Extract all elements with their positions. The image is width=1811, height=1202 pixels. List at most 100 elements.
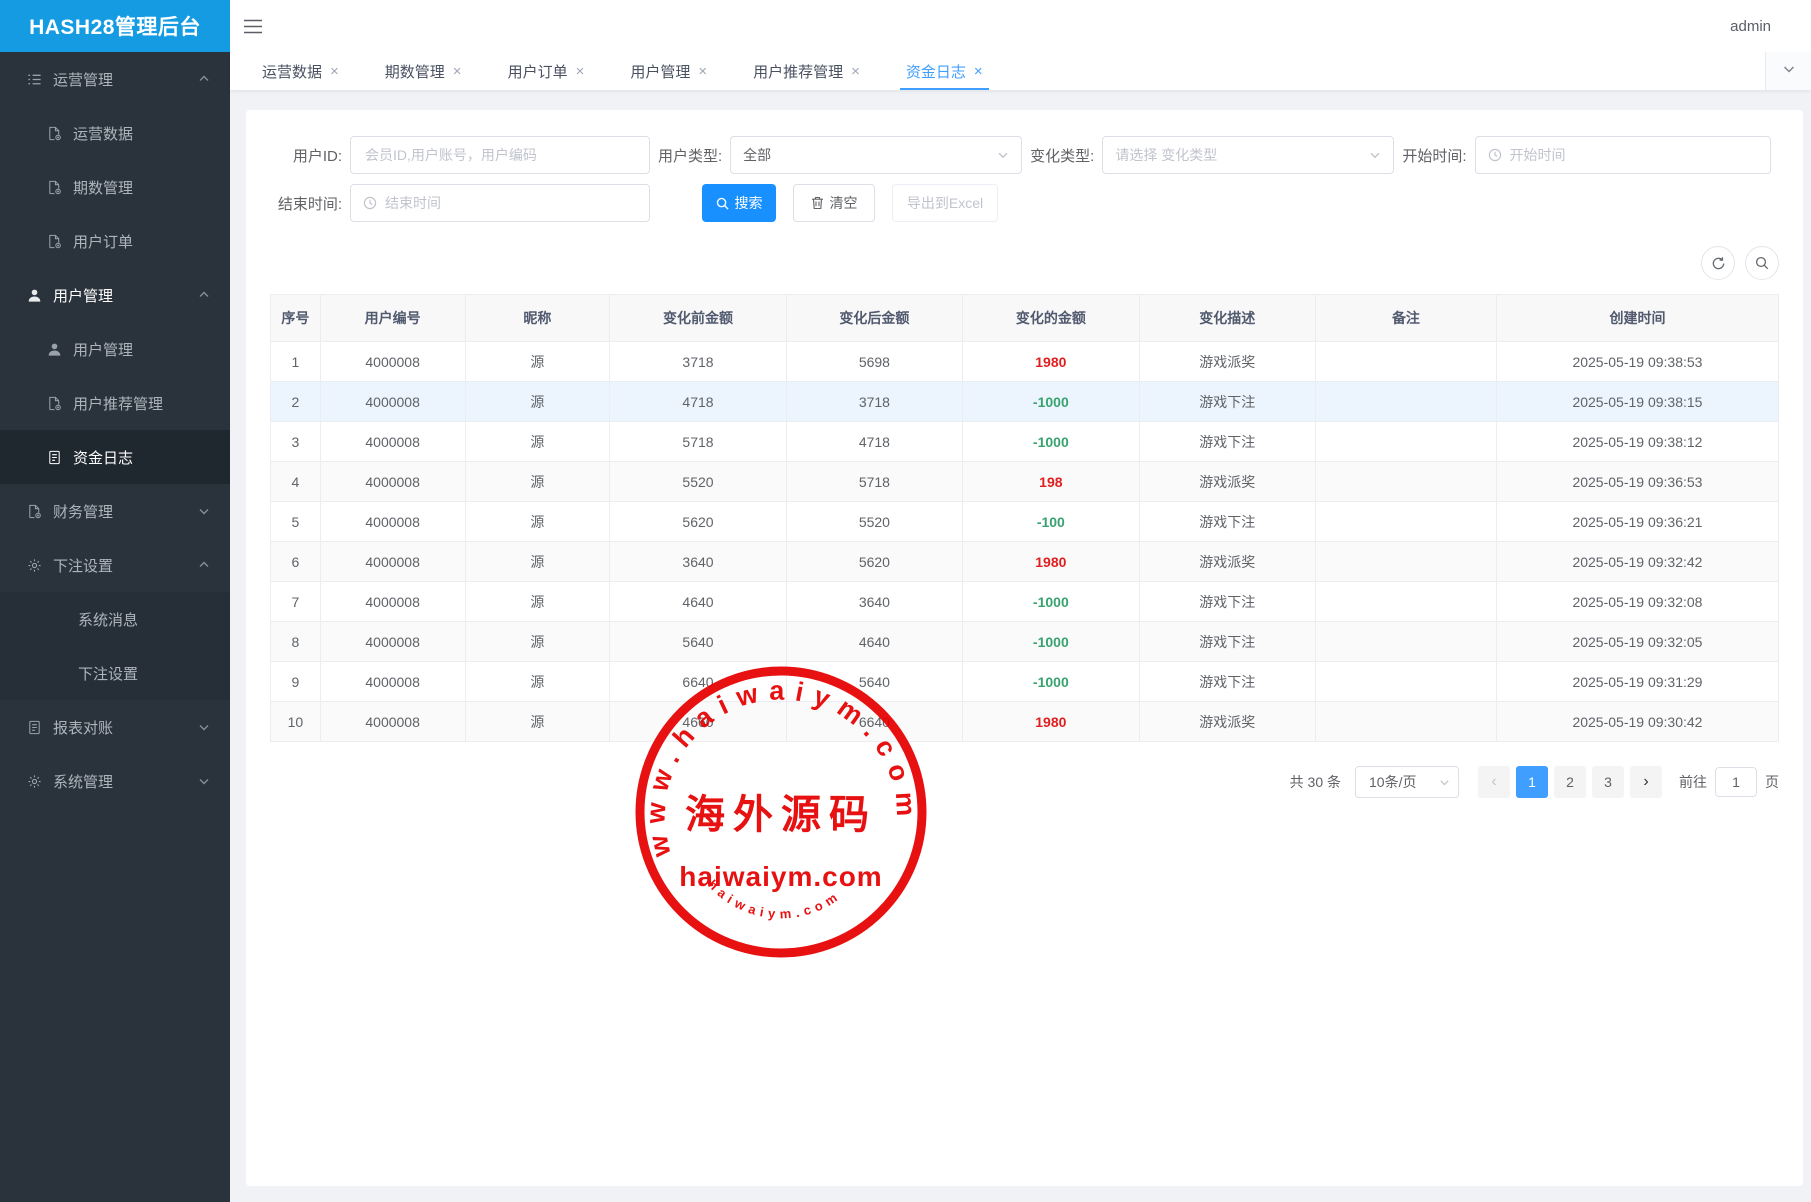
cell-before: 5620 — [609, 501, 787, 542]
table-row[interactable]: 8 4000008 源 5640 4640 -1000 游戏下注 2025-05-19 09:… — [270, 621, 1780, 662]
tab-期数管理[interactable]: 期数管理 × — [367, 52, 480, 90]
cell-remark — [1314, 581, 1497, 622]
tab-运营数据[interactable]: 运营数据 × — [244, 52, 357, 90]
sidebar-item-label: 用户订单 — [73, 233, 134, 251]
user-icon — [47, 342, 62, 357]
chevron-down-icon — [1782, 62, 1796, 81]
cell-user_no: 4000008 — [319, 501, 466, 542]
doc-icon — [27, 720, 42, 735]
table-toolbar — [270, 246, 1779, 280]
close-icon[interactable]: × — [851, 62, 860, 80]
sidebar-item-用户管理[interactable]: 用户管理 — [0, 268, 230, 322]
svg-text:haiwaiym.com: haiwaiym.com — [705, 877, 844, 922]
table-row[interactable]: 7 4000008 源 4640 3640 -1000 游戏下注 2025-05-19 09:… — [270, 581, 1780, 622]
cell-index: 1 — [270, 341, 321, 382]
cell-desc: 游戏下注 — [1138, 661, 1316, 702]
sidebar-item-label: 期数管理 — [73, 179, 134, 197]
cell-index: 4 — [270, 461, 321, 502]
table-row[interactable]: 3 4000008 源 5718 4718 -1000 游戏下注 2025-05-19 09:… — [270, 421, 1780, 462]
user-id-input[interactable] — [363, 146, 637, 164]
sidebar-item-label: 系统管理 — [53, 773, 114, 791]
close-icon[interactable]: × — [330, 62, 339, 80]
table-row[interactable]: 2 4000008 源 4718 3718 -1000 游戏下注 2025-05-19 09:… — [270, 381, 1780, 422]
table-row[interactable]: 4 4000008 源 5520 5718 198 游戏派奖 2025-05-19 09:36… — [270, 461, 1780, 502]
doc-gear-icon — [27, 504, 42, 519]
page-button-2[interactable]: 2 — [1554, 766, 1586, 798]
start-time-picker[interactable]: 开始时间 — [1474, 136, 1771, 174]
table-row[interactable]: 1 4000008 源 3718 5698 1980 游戏派奖 2025-05-19 09:3… — [270, 341, 1780, 382]
clear-button[interactable]: 清空 — [793, 184, 875, 222]
cell-user_no: 4000008 — [319, 701, 466, 742]
clock-icon — [363, 196, 377, 210]
close-icon[interactable]: × — [575, 62, 585, 80]
tab-资金日志[interactable]: 资金日志 × — [888, 52, 1001, 90]
end-time-picker[interactable]: 结束时间 — [350, 184, 650, 222]
cell-change: -1000 — [962, 661, 1140, 702]
page-size-select[interactable]: 10条/页 — [1355, 766, 1459, 798]
export-excel-button[interactable]: 导出到Excel — [892, 184, 998, 222]
page-button-3[interactable]: 3 — [1592, 766, 1624, 798]
sidebar-item-运营管理[interactable]: 运营管理 — [0, 52, 230, 106]
cell-user_no: 4000008 — [319, 461, 466, 502]
cell-before: 6640 — [609, 661, 787, 702]
tab-用户管理[interactable]: 用户管理 × — [612, 52, 725, 90]
cell-desc: 游戏派奖 — [1138, 461, 1316, 502]
cell-index: 8 — [270, 621, 321, 662]
sidebar-item-系统管理[interactable]: 系统管理 — [0, 754, 230, 808]
sidebar-item-资金日志[interactable]: 资金日志 — [0, 430, 230, 484]
column-header: 序号 — [270, 294, 321, 342]
sidebar-item-财务管理[interactable]: 财务管理 — [0, 484, 230, 538]
sidebar-item-用户订单[interactable]: 用户订单 — [0, 214, 230, 268]
cell-after: 4640 — [785, 621, 964, 662]
next-page-button[interactable]: › — [1630, 766, 1662, 798]
page-button-1[interactable]: 1 — [1516, 766, 1548, 798]
tab-用户推荐管理[interactable]: 用户推荐管理 × — [735, 52, 878, 90]
sidebar-item-期数管理[interactable]: 期数管理 — [0, 160, 230, 214]
cell-desc: 游戏派奖 — [1138, 701, 1316, 742]
sidebar-item-系统消息[interactable]: 系统消息 — [0, 592, 230, 646]
cell-after: 5718 — [785, 461, 964, 502]
cell-change: 1980 — [962, 701, 1140, 742]
goto-page-input[interactable] — [1715, 767, 1757, 797]
sidebar-item-运营数据[interactable]: 运营数据 — [0, 106, 230, 160]
table-row[interactable]: 9 4000008 源 6640 5640 -1000 游戏下注 2025-05-19 09:… — [270, 661, 1780, 702]
sidebar-item-下注设置[interactable]: 下注设置 — [0, 646, 230, 700]
tabs-dropdown-button[interactable] — [1765, 52, 1811, 90]
close-icon[interactable]: × — [973, 62, 983, 80]
close-icon[interactable]: × — [698, 62, 708, 80]
tab-label: 用户订单 — [507, 63, 568, 81]
table-row[interactable]: 5 4000008 源 5620 5520 -100 游戏下注 2025-05-19 09:3… — [270, 501, 1780, 542]
refresh-icon — [1711, 256, 1726, 271]
refresh-button[interactable] — [1701, 246, 1735, 280]
change-type-select[interactable]: 请选择 变化类型 — [1102, 136, 1395, 174]
current-user[interactable]: admin — [1730, 17, 1771, 35]
fund-log-table: 序号 用户编号 昵称 变化前金额 变化后金额 变化的金额 变化描述 备注 创建时间 1 40000… — [270, 294, 1780, 742]
column-search-button[interactable] — [1745, 246, 1779, 280]
sidebar-item-用户管理[interactable]: 用户管理 — [0, 322, 230, 376]
sidebar-item-下注设置[interactable]: 下注设置 — [0, 538, 230, 592]
doc-gear-icon — [47, 180, 62, 195]
column-header: 昵称 — [464, 294, 611, 342]
close-icon[interactable]: × — [452, 62, 462, 80]
cell-created: 2025-05-19 09:38:12 — [1495, 421, 1780, 462]
column-header: 变化的金额 — [962, 294, 1140, 342]
cell-user_no: 4000008 — [319, 621, 466, 662]
table-row[interactable]: 6 4000008 源 3640 5620 1980 游戏派奖 2025-05-19 09:3… — [270, 541, 1780, 582]
cell-change: 1980 — [962, 341, 1140, 382]
search-button[interactable]: 搜索 — [702, 184, 776, 222]
sidebar-item-label: 用户管理 — [53, 287, 114, 305]
sidebar-item-用户推荐管理[interactable]: 用户推荐管理 — [0, 376, 230, 430]
cell-change: -1000 — [962, 621, 1140, 662]
sidebar-item-报表对账[interactable]: 报表对账 — [0, 700, 230, 754]
table-row[interactable]: 10 4000008 源 4660 6640 1980 游戏派奖 2025-05-19 09:… — [270, 701, 1780, 742]
cell-desc: 游戏派奖 — [1138, 541, 1316, 582]
prev-page-button[interactable]: ‹ — [1478, 766, 1510, 798]
hamburger-icon[interactable] — [243, 18, 263, 35]
tab-用户订单[interactable]: 用户订单 × — [490, 52, 603, 90]
tabs-strip: 运营数据 × 期数管理 × 用户订单 × 用户管理 × 用户推荐管理 × 资金日志 × — [230, 52, 1765, 90]
cell-desc: 游戏派奖 — [1138, 341, 1316, 382]
cell-index: 9 — [270, 661, 321, 702]
export-button-label: 导出到Excel — [906, 195, 984, 211]
user-type-select[interactable]: 全部 — [730, 136, 1023, 174]
sidebar-item-label: 运营数据 — [73, 125, 134, 143]
